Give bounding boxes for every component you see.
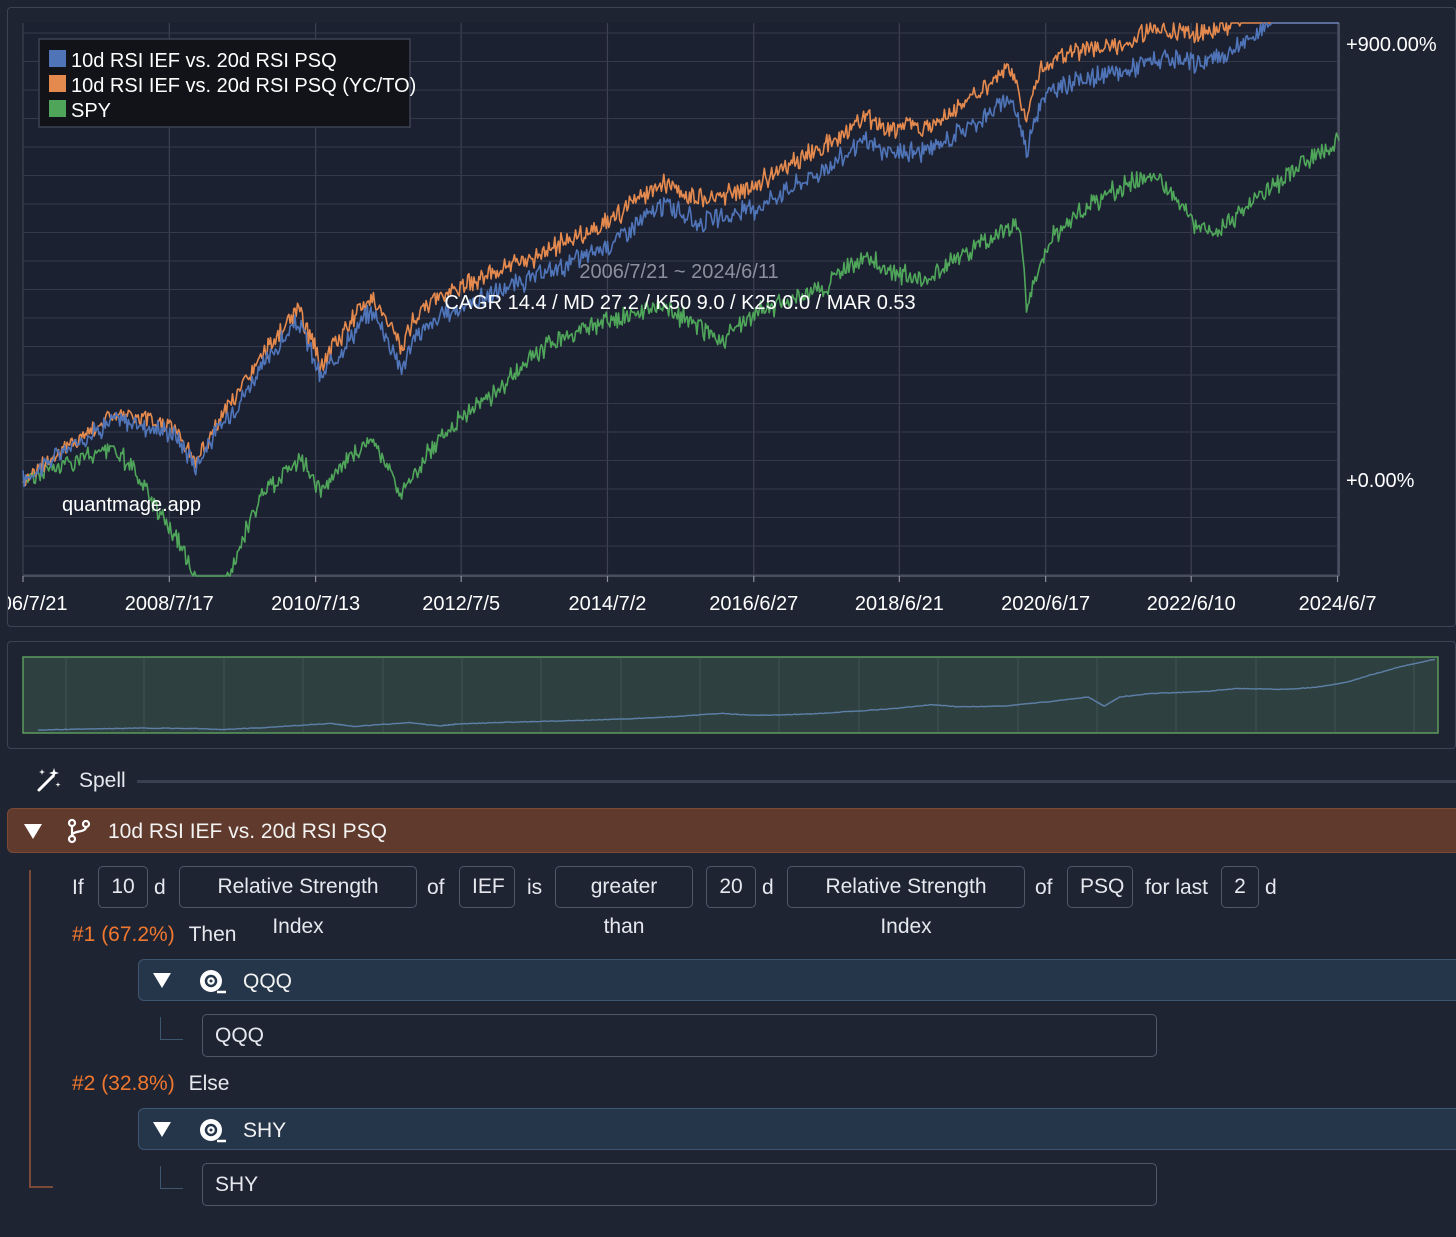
- tree-elbow: [160, 1017, 183, 1040]
- asset-block-header-shy[interactable]: SHY: [138, 1108, 1456, 1150]
- x-tick-label: 2018/6/21: [855, 593, 944, 615]
- x-tick-label: 2016/6/27: [709, 593, 798, 615]
- series-line-0[interactable]: [22, 22, 1339, 488]
- x-tick-label: 2010/7/13: [271, 593, 360, 615]
- asset-block-title[interactable]: QQQ: [243, 970, 293, 993]
- y-label-zero: +0.00%: [1346, 470, 1415, 492]
- backtest-chart[interactable]: 2006/7/21 ~ 2024/6/11 CAGR 14.4 / MD 27.…: [8, 8, 1455, 626]
- x-tick-label: 2014/7/2: [569, 593, 647, 615]
- branch-icon: [67, 818, 91, 844]
- x-tick-label: 2006/7/21: [8, 593, 67, 615]
- navigator-series-line: [37, 658, 1436, 731]
- lhs-ticker-input[interactable]: IEF: [459, 866, 515, 908]
- spell-section: Spell: [7, 762, 1456, 800]
- legend-label-strategy-ycto[interactable]: 10d RSI IEF vs. 20d RSI PSQ (YC/TO): [71, 75, 416, 97]
- branch-then-weight: #1 (67.2%): [72, 923, 175, 946]
- asset-block-header-qqq[interactable]: QQQ: [138, 959, 1456, 1001]
- legend-swatch-strategy: [49, 50, 66, 67]
- legend-swatch-strategy-ycto: [49, 75, 66, 92]
- rhs-ticker-input[interactable]: PSQ: [1067, 866, 1133, 908]
- ticker-field-qqq[interactable]: QQQ: [202, 1014, 1157, 1057]
- magic-wand-icon[interactable]: [35, 766, 63, 794]
- condition-if-label: If: [72, 876, 84, 899]
- collapse-triangle-icon[interactable]: [153, 1122, 171, 1137]
- branch-else-word: Else: [188, 1072, 230, 1095]
- branch-then-label: #1 (67.2%) Then: [72, 923, 236, 947]
- y-label-top: +900.00%: [1346, 34, 1437, 56]
- collapse-triangle-icon[interactable]: [153, 973, 171, 988]
- asset-block-title[interactable]: SHY: [243, 1119, 287, 1142]
- rhs-indicator-select[interactable]: Relative Strength Index: [787, 866, 1025, 938]
- asset-coin-icon: [200, 1119, 226, 1143]
- rhs-window-input[interactable]: 20: [706, 866, 756, 908]
- of-label-1: of: [427, 876, 445, 899]
- navigator-selection[interactable]: [22, 656, 1439, 734]
- lhs-window-input[interactable]: 10: [98, 866, 148, 908]
- ticker-field-shy[interactable]: SHY: [202, 1163, 1157, 1206]
- of-label-2: of: [1035, 876, 1053, 899]
- tree-connector-end: [29, 1186, 53, 1188]
- lookback-unit-label: d: [1265, 876, 1277, 899]
- range-navigator-panel: [7, 641, 1456, 749]
- collapse-triangle-icon[interactable]: [24, 824, 42, 839]
- x-tick-label: 2012/7/5: [422, 593, 500, 615]
- legend-label-strategy[interactable]: 10d RSI IEF vs. 20d RSI PSQ: [71, 50, 337, 72]
- series-line-1[interactable]: [22, 22, 1339, 487]
- series-line-2[interactable]: [22, 132, 1340, 577]
- x-tick-label: 2008/7/17: [125, 593, 214, 615]
- rhs-unit-label: d: [762, 876, 774, 899]
- x-tick-label: 2020/6/17: [1001, 593, 1090, 615]
- legend-swatch-spy: [49, 100, 66, 117]
- branch-else-label: #2 (32.8%) Else: [72, 1072, 229, 1096]
- for-last-label: for last: [1145, 876, 1209, 899]
- tree-connector: [29, 870, 31, 1188]
- if-block-title[interactable]: 10d RSI IEF vs. 20d RSI PSQ: [108, 820, 387, 843]
- if-block-header[interactable]: 10d RSI IEF vs. 20d RSI PSQ: [7, 808, 1456, 853]
- date-range-label: 2006/7/21 ~ 2024/6/11: [579, 261, 778, 283]
- lhs-unit-label: d: [154, 876, 166, 899]
- branch-else-weight: #2 (32.8%): [72, 1072, 175, 1095]
- spell-divider: [137, 780, 1456, 783]
- comparator-select[interactable]: greater than: [555, 866, 693, 938]
- stats-summary: CAGR 14.4 / MD 27.2 / K50 9.0 / K25 0.0 …: [444, 292, 915, 314]
- lookback-days-input[interactable]: 2: [1221, 866, 1259, 908]
- is-label: is: [527, 876, 543, 899]
- x-tick-label: 2022/6/10: [1147, 593, 1236, 615]
- chart-legend[interactable]: 10d RSI IEF vs. 20d RSI PSQ 10d RSI IEF …: [38, 38, 416, 128]
- branch-then-word: Then: [188, 923, 237, 946]
- tree-elbow: [160, 1166, 183, 1189]
- lhs-indicator-select[interactable]: Relative Strength Index: [179, 866, 417, 938]
- backtest-chart-panel: 2006/7/21 ~ 2024/6/11 CAGR 14.4 / MD 27.…: [7, 7, 1456, 627]
- x-tick-label: 2024/6/7: [1299, 593, 1377, 615]
- asset-coin-icon: [200, 970, 226, 994]
- spell-label[interactable]: Spell: [79, 769, 126, 792]
- legend-label-spy[interactable]: SPY: [71, 100, 111, 122]
- range-navigator[interactable]: [8, 642, 1455, 748]
- watermark: quantmage.app: [62, 494, 201, 516]
